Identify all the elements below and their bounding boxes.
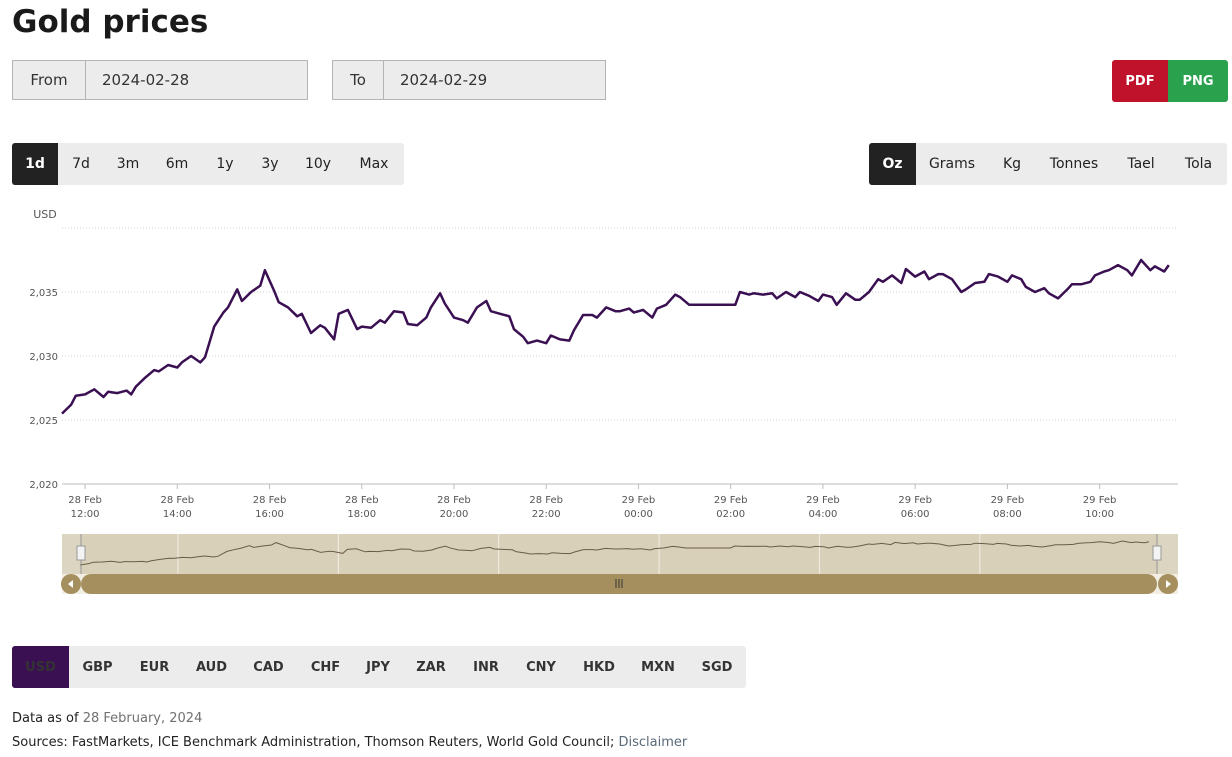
x-tick-time-label: 08:00 xyxy=(993,509,1022,520)
x-tick-time-label: 06:00 xyxy=(901,509,930,520)
unit-option-tael[interactable]: Tael xyxy=(1127,156,1155,172)
navigator-right-handle[interactable] xyxy=(1152,545,1162,561)
price-chart: USD 2,020 2,025 2,030 2,035 28 Feb 12:00 28 F… xyxy=(29,208,1178,594)
scroll-right-arrow-icon[interactable] xyxy=(1158,574,1178,594)
x-tick-time-label: 16:00 xyxy=(255,509,284,520)
unit-option-kg[interactable]: Kg xyxy=(1002,156,1022,172)
x-tick-date-label: 28 Feb xyxy=(437,495,471,506)
currency-option-cad[interactable]: CAD xyxy=(253,659,284,675)
export-group: PDF PNG xyxy=(1112,60,1228,102)
x-tick-time-label: 04:00 xyxy=(808,509,837,520)
x-tick-date-label: 29 Feb xyxy=(806,495,840,506)
x-tick-time-label: 02:00 xyxy=(716,509,745,520)
currency-option-mxn[interactable]: MXN xyxy=(641,659,675,675)
to-label: To xyxy=(333,61,384,99)
x-tick-time-label: 18:00 xyxy=(347,509,376,520)
currency-option-eur[interactable]: EUR xyxy=(139,659,170,675)
x-tick-date-label: 28 Feb xyxy=(253,495,287,506)
unit-selector: Oz Grams Kg Tonnes Tael Tola xyxy=(869,143,1227,185)
currency-option-zar[interactable]: ZAR xyxy=(416,659,446,675)
navigator-left-handle[interactable] xyxy=(76,545,86,561)
png-export-button[interactable]: PNG xyxy=(1168,60,1228,102)
sources-text: Sources: FastMarkets, ICE Benchmark Admi… xyxy=(12,735,619,750)
x-tick-date-label: 29 Feb xyxy=(898,495,932,506)
currency-option-inr[interactable]: INR xyxy=(473,659,499,675)
currency-option-sgd[interactable]: SGD xyxy=(701,659,733,675)
period-option-1y[interactable]: 1y xyxy=(216,156,234,172)
navigator-background xyxy=(62,534,1178,574)
pdf-export-button[interactable]: PDF xyxy=(1112,60,1168,102)
x-tick-date-label: 28 Feb xyxy=(160,495,194,506)
period-option-max[interactable]: Max xyxy=(359,156,389,172)
navigator-series-line xyxy=(79,540,1150,566)
range-navigator[interactable] xyxy=(61,534,1178,594)
unit-option-tonnes[interactable]: Tonnes xyxy=(1049,156,1099,172)
currency-option-cny[interactable]: CNY xyxy=(526,659,556,675)
period-option-10y[interactable]: 10y xyxy=(304,156,332,172)
period-option-6m[interactable]: 6m xyxy=(165,156,189,172)
to-date-input[interactable] xyxy=(384,61,600,99)
from-date-group: From xyxy=(12,60,308,100)
data-asof-note: Data as of 28 February, 2024 xyxy=(12,711,202,726)
x-tick-time-label: 00:00 xyxy=(624,509,653,520)
sources-note: Sources: FastMarkets, ICE Benchmark Admi… xyxy=(12,735,687,750)
currency-option-gbp[interactable]: GBP xyxy=(82,659,113,675)
currency-selector: USD GBP EUR AUD CAD CHF JPY ZAR INR CNY HKD MXN SGD xyxy=(12,646,746,688)
period-option-3y[interactable]: 3y xyxy=(261,156,279,172)
from-label: From xyxy=(13,61,86,99)
disclaimer-link[interactable]: Disclaimer xyxy=(618,735,688,750)
currency-option-chf[interactable]: CHF xyxy=(310,659,341,675)
x-tick-time-label: 20:00 xyxy=(440,509,469,520)
unit-option-tola[interactable]: Tola xyxy=(1184,156,1213,172)
y-tick-label: 2,025 xyxy=(29,416,58,427)
to-date-group: To xyxy=(332,60,606,100)
x-tick-date-label: 29 Feb xyxy=(1083,495,1117,506)
y-tick-label: 2,020 xyxy=(29,480,58,491)
currency-option-aud[interactable]: AUD xyxy=(195,659,227,675)
scrollbar-grip-icon xyxy=(615,579,623,588)
x-tick-time-label: 12:00 xyxy=(71,509,100,520)
x-tick-time-label: 22:00 xyxy=(532,509,561,520)
period-option-7d[interactable]: 7d xyxy=(72,156,90,172)
currency-option-jpy[interactable]: JPY xyxy=(366,659,390,675)
x-tick-date-label: 28 Feb xyxy=(345,495,379,506)
x-tick-date-label: 29 Feb xyxy=(714,495,748,506)
page-title: Gold prices xyxy=(12,4,209,40)
y-tick-label: 2,030 xyxy=(29,352,58,363)
asof-date: 28 February, 2024 xyxy=(82,711,203,726)
scroll-left-arrow-icon[interactable] xyxy=(61,574,81,594)
y-tick-label: 2,035 xyxy=(29,288,58,299)
period-option-3m[interactable]: 3m xyxy=(116,156,140,172)
x-tick-date-label: 28 Feb xyxy=(529,495,563,506)
x-tick-date-label: 29 Feb xyxy=(622,495,656,506)
x-tick-time-label: 14:00 xyxy=(163,509,192,520)
currency-option-hkd[interactable]: HKD xyxy=(583,659,615,675)
unit-option-grams[interactable]: Grams xyxy=(928,156,976,172)
x-tick-date-label: 29 Feb xyxy=(991,495,1025,506)
asof-prefix: Data as of xyxy=(12,711,83,726)
x-tick-time-label: 10:00 xyxy=(1085,509,1114,520)
period-option-1d[interactable]: 1d xyxy=(12,143,58,185)
x-tick-date-label: 28 Feb xyxy=(68,495,102,506)
unit-option-oz[interactable]: Oz xyxy=(869,143,916,185)
from-date-input[interactable] xyxy=(86,61,302,99)
navigator-window[interactable] xyxy=(80,534,1158,574)
y-axis-title: USD xyxy=(33,208,57,221)
currency-option-usd[interactable]: USD xyxy=(12,646,69,688)
price-series-line xyxy=(61,258,1170,415)
period-selector: 1d 7d 3m 6m 1y 3y 10y Max xyxy=(12,143,404,185)
